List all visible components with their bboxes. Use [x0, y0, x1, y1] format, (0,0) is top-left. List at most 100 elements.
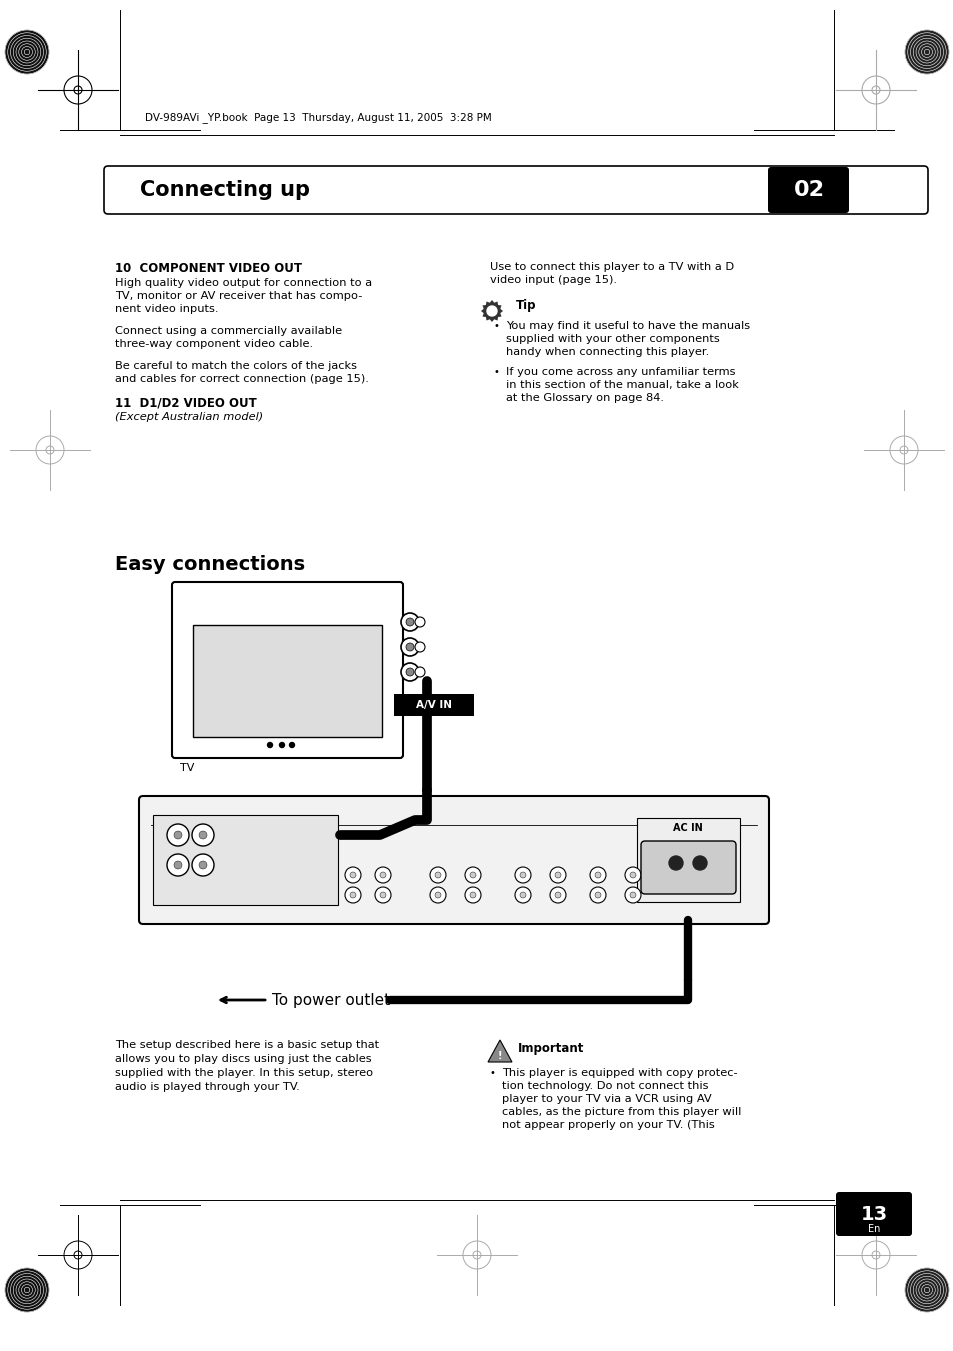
Circle shape	[464, 888, 480, 902]
FancyBboxPatch shape	[139, 796, 768, 924]
Circle shape	[406, 643, 414, 651]
FancyBboxPatch shape	[104, 166, 927, 213]
Circle shape	[267, 743, 273, 747]
Polygon shape	[480, 300, 502, 322]
Circle shape	[167, 854, 189, 875]
Circle shape	[668, 857, 682, 870]
Circle shape	[515, 867, 531, 884]
Text: The setup described here is a basic setup that: The setup described here is a basic setu…	[115, 1040, 378, 1050]
Circle shape	[279, 743, 284, 747]
Circle shape	[464, 867, 480, 884]
Text: in this section of the manual, take a look: in this section of the manual, take a lo…	[505, 380, 739, 390]
Circle shape	[345, 888, 360, 902]
Text: •: •	[490, 1069, 496, 1078]
Bar	[637, 817, 740, 902]
Text: three-way component video cable.: three-way component video cable.	[115, 339, 313, 349]
Text: audio is played through your TV.: audio is played through your TV.	[115, 1082, 299, 1092]
Text: DV-989AVi _YP.book  Page 13  Thursday, August 11, 2005  3:28 PM: DV-989AVi _YP.book Page 13 Thursday, Aug…	[145, 112, 491, 123]
Text: This player is equipped with copy protec-: This player is equipped with copy protec…	[501, 1069, 737, 1078]
Circle shape	[400, 663, 418, 681]
Text: High quality video output for connection to a: High quality video output for connection…	[115, 278, 372, 288]
Circle shape	[350, 871, 355, 878]
Circle shape	[430, 867, 446, 884]
Text: TV, monitor or AV receiver that has compo-: TV, monitor or AV receiver that has comp…	[115, 290, 362, 301]
Circle shape	[692, 857, 706, 870]
Circle shape	[595, 892, 600, 898]
Circle shape	[595, 871, 600, 878]
Circle shape	[375, 867, 391, 884]
Text: If you come across any unfamiliar terms: If you come across any unfamiliar terms	[505, 367, 735, 377]
Circle shape	[555, 871, 560, 878]
Circle shape	[379, 871, 386, 878]
Circle shape	[167, 824, 189, 846]
Text: •: •	[494, 322, 499, 331]
Circle shape	[199, 831, 207, 839]
Text: video input (page 15).: video input (page 15).	[490, 276, 617, 285]
Text: You may find it useful to have the manuals: You may find it useful to have the manua…	[505, 322, 749, 331]
Text: supplied with your other components: supplied with your other components	[505, 334, 719, 345]
Text: player to your TV via a VCR using AV: player to your TV via a VCR using AV	[501, 1094, 711, 1104]
Circle shape	[555, 892, 560, 898]
Text: allows you to play discs using just the cables: allows you to play discs using just the …	[115, 1054, 372, 1065]
Circle shape	[400, 638, 418, 657]
Circle shape	[5, 1269, 49, 1312]
Circle shape	[173, 831, 182, 839]
Text: supplied with the player. In this setup, stereo: supplied with the player. In this setup,…	[115, 1069, 373, 1078]
Text: 02: 02	[793, 180, 823, 200]
Circle shape	[400, 613, 418, 631]
Circle shape	[430, 888, 446, 902]
Circle shape	[415, 667, 424, 677]
Circle shape	[375, 888, 391, 902]
Circle shape	[192, 824, 213, 846]
Circle shape	[406, 617, 414, 626]
Circle shape	[486, 305, 497, 316]
Circle shape	[350, 892, 355, 898]
Circle shape	[550, 888, 565, 902]
Circle shape	[435, 892, 440, 898]
Circle shape	[192, 854, 213, 875]
Text: Important: Important	[517, 1042, 584, 1055]
Bar	[193, 626, 381, 738]
Circle shape	[589, 888, 605, 902]
Circle shape	[519, 871, 525, 878]
Text: at the Glossary on page 84.: at the Glossary on page 84.	[505, 393, 663, 403]
Circle shape	[550, 867, 565, 884]
Circle shape	[519, 892, 525, 898]
Circle shape	[406, 667, 414, 676]
Text: tion technology. Do not connect this: tion technology. Do not connect this	[501, 1081, 708, 1092]
FancyBboxPatch shape	[767, 168, 848, 213]
Text: Easy connections: Easy connections	[115, 555, 305, 574]
Text: AC IN: AC IN	[673, 823, 702, 834]
Circle shape	[415, 642, 424, 653]
Circle shape	[289, 743, 294, 747]
Text: 11  D1/D2 VIDEO OUT: 11 D1/D2 VIDEO OUT	[115, 396, 256, 409]
Text: !: !	[497, 1051, 501, 1061]
Text: Use to connect this player to a TV with a D: Use to connect this player to a TV with …	[490, 262, 734, 272]
Polygon shape	[488, 1040, 512, 1062]
Text: 13: 13	[860, 1205, 886, 1224]
Circle shape	[629, 892, 636, 898]
Circle shape	[904, 30, 948, 74]
Text: cables, as the picture from this player will: cables, as the picture from this player …	[501, 1106, 740, 1117]
Circle shape	[589, 867, 605, 884]
Text: To power outlet: To power outlet	[272, 993, 390, 1008]
Circle shape	[624, 888, 640, 902]
Text: •: •	[494, 367, 499, 377]
Text: nent video inputs.: nent video inputs.	[115, 304, 218, 313]
Text: handy when connecting this player.: handy when connecting this player.	[505, 347, 708, 357]
Text: 10  COMPONENT VIDEO OUT: 10 COMPONENT VIDEO OUT	[115, 262, 302, 276]
FancyBboxPatch shape	[394, 694, 474, 716]
Circle shape	[435, 871, 440, 878]
Circle shape	[624, 867, 640, 884]
Text: TV: TV	[180, 763, 194, 773]
Circle shape	[379, 892, 386, 898]
Circle shape	[173, 861, 182, 869]
Text: (Except Australian model): (Except Australian model)	[115, 412, 263, 422]
FancyBboxPatch shape	[640, 842, 735, 894]
Text: Be careful to match the colors of the jacks: Be careful to match the colors of the ja…	[115, 361, 356, 372]
Text: and cables for correct connection (page 15).: and cables for correct connection (page …	[115, 374, 369, 384]
Text: Connect using a commercially available: Connect using a commercially available	[115, 326, 342, 336]
Circle shape	[5, 30, 49, 74]
Circle shape	[470, 892, 476, 898]
Text: A/V IN: A/V IN	[416, 700, 452, 711]
